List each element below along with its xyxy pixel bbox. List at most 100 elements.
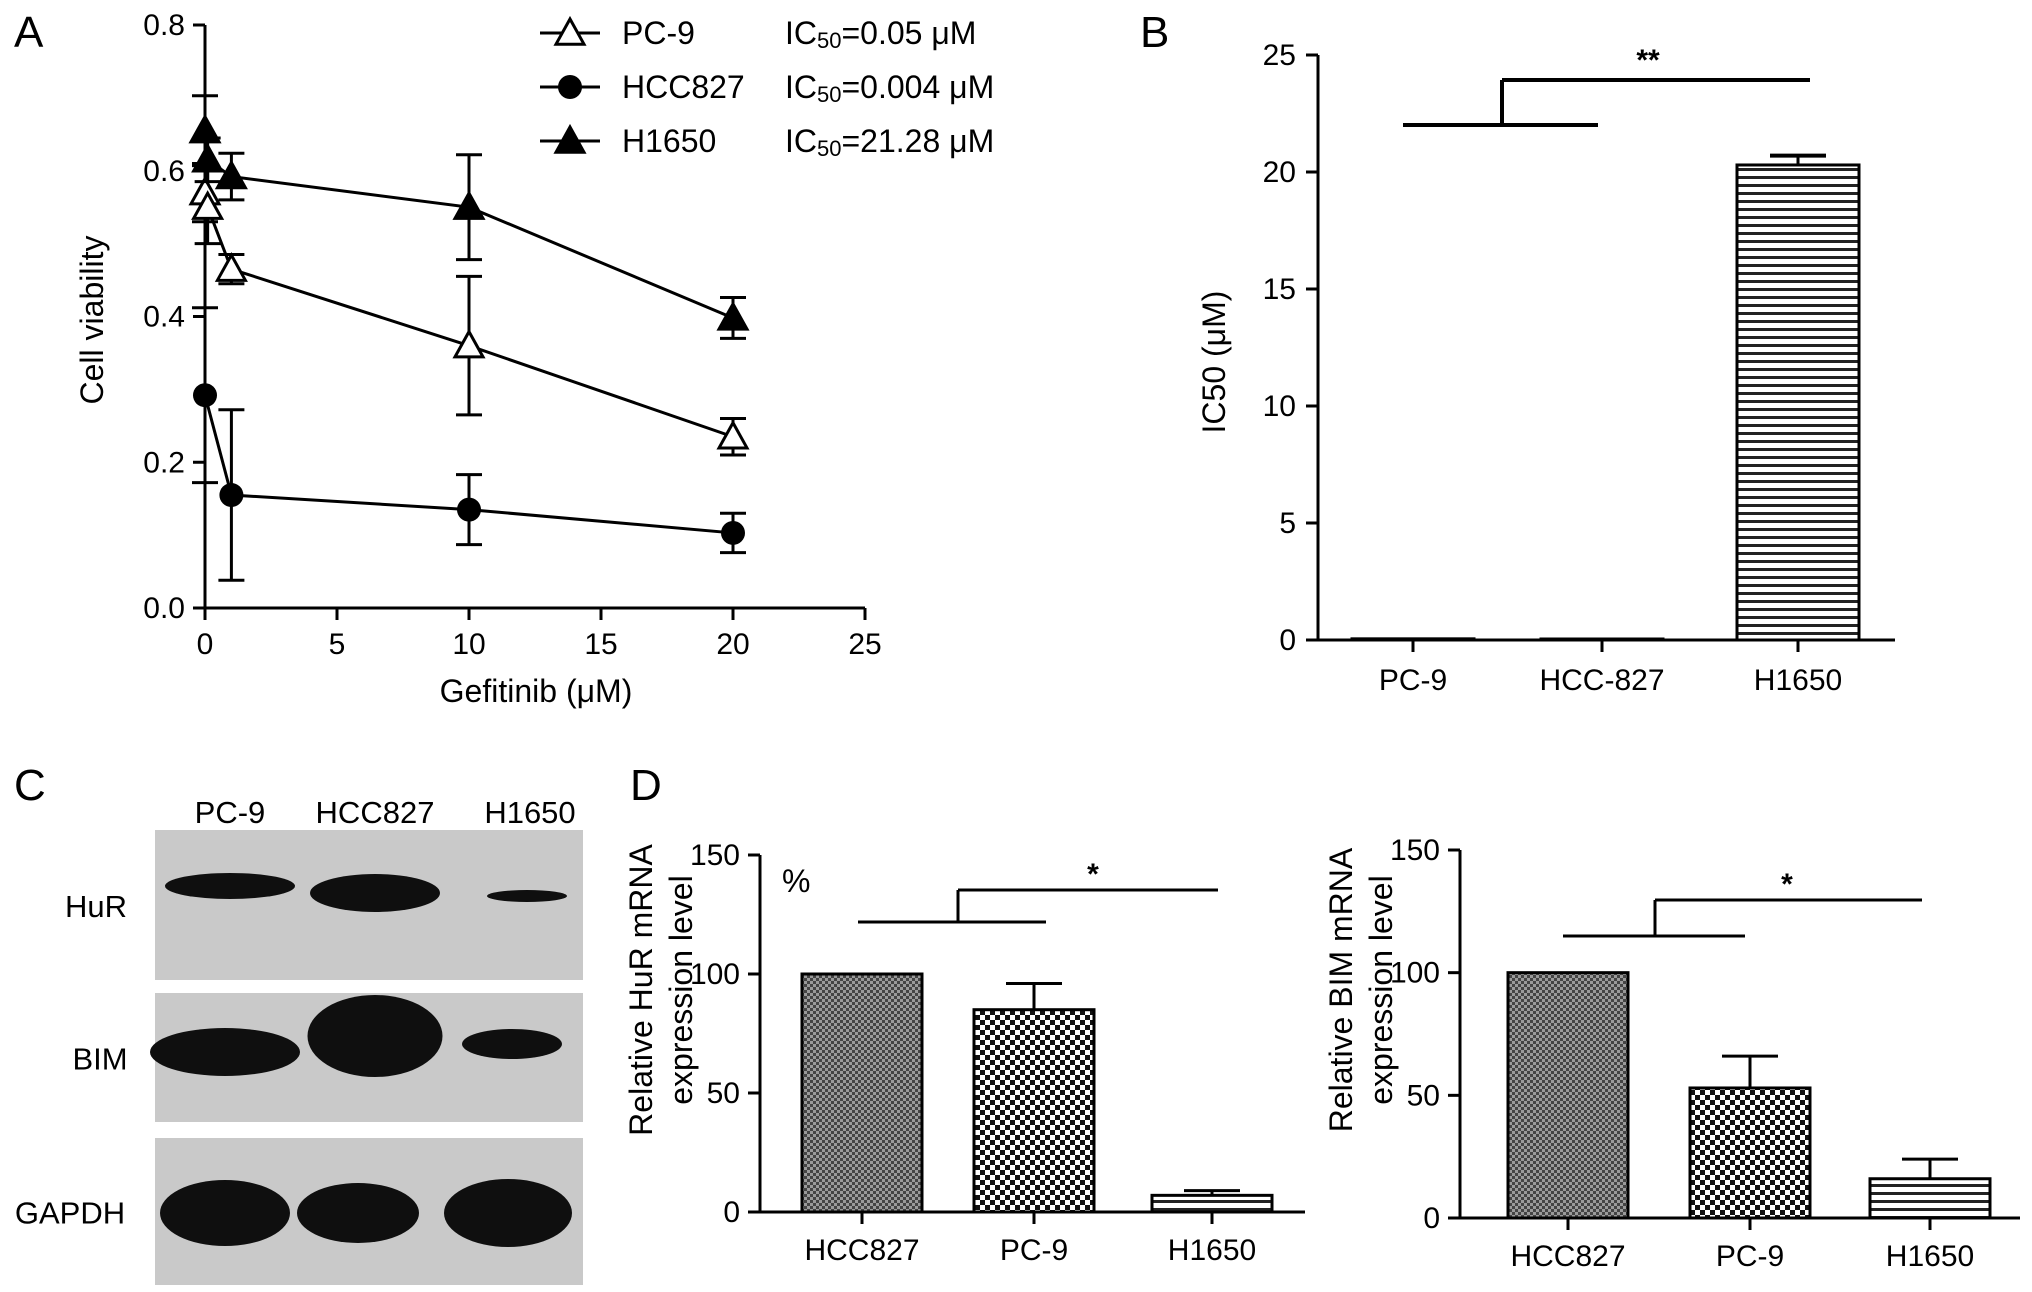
panel-a-data-point [452, 190, 486, 220]
panel-d1-bar [1150, 1193, 1274, 1214]
blot-row-label: HuR [65, 889, 127, 924]
panel-d1-xtick-label: PC-9 [1000, 1234, 1068, 1267]
panel-a-line-chart: Cell viability Gefitinib (μM) 0.0 0.2 0.4 0… [74, 9, 994, 709]
panel-a-xtick-label: 0 [197, 628, 214, 661]
panel-d-hur-bar-chart: Relative HuR mRNA expression level % 0 50… [623, 839, 1305, 1267]
panel-letter-d: D [630, 761, 662, 810]
panel-d2-bar [1688, 1086, 1812, 1220]
panel-d1-ylabel-line2: expression level [663, 875, 699, 1104]
panel-a-data-point [193, 383, 217, 408]
panel-a-xtick-label: 10 [452, 628, 485, 661]
legend-series-name: HCC827 [622, 69, 745, 105]
panel-a-xtick-label: 25 [848, 628, 881, 661]
panel-d1-bar [972, 1008, 1096, 1214]
panel-b-ytick-label: 20 [1263, 156, 1296, 189]
panel-a-data-point [721, 520, 745, 545]
panel-a-ytick-label: 0.8 [143, 9, 185, 42]
panel-a-data-point [214, 252, 248, 282]
panel-c-western-blot: PC-9 HCC827 H1650 HuR BIM GAPDH [15, 795, 583, 1285]
panel-a-ytick-label: 0.6 [143, 155, 185, 188]
panel-d2-xtick-label: HCC827 [1510, 1240, 1625, 1273]
blot-band [310, 874, 440, 912]
legend-ic50-text: IC50=0.004 μM [785, 69, 994, 107]
panel-a-ylabel: Cell viability [74, 236, 110, 405]
panel-a-series-line-1 [203, 394, 734, 535]
panel-d2-ytick-label: 100 [1390, 957, 1440, 990]
panel-letter-c: C [14, 761, 46, 810]
panel-a-xtick-label: 5 [329, 628, 346, 661]
panel-b-ytick-label: 5 [1279, 507, 1296, 540]
panel-b-xtick-label: H1650 [1754, 664, 1842, 697]
panel-a-data-point [188, 113, 222, 144]
panel-d2-bar [1868, 1177, 1992, 1220]
legend-series-name: PC-9 [622, 15, 695, 51]
panel-d1-ylabel-line1: Relative HuR mRNA [623, 844, 659, 1136]
blot-lane-label: PC-9 [195, 795, 266, 830]
panel-d1-xtick-label: H1650 [1168, 1234, 1256, 1267]
blot-band [307, 995, 443, 1077]
panel-d-bim-bar-chart: Relative BIM mRNA expression level 0 50 10… [1323, 834, 2020, 1273]
blot-row-label: GAPDH [15, 1196, 125, 1231]
blot-band [150, 1028, 300, 1076]
panel-b-bar [1539, 637, 1665, 642]
panel-a-data-point [219, 483, 244, 508]
panel-d1-ytick-label: 150 [690, 839, 740, 872]
panel-a-data-point [214, 159, 248, 190]
blot-row-label: BIM [72, 1042, 127, 1077]
panel-a-xlabel: Gefitinib (μM) [440, 673, 633, 709]
panel-a-ytick-label: 0.0 [143, 592, 185, 625]
blot-band [165, 873, 295, 899]
blot-lane-label: HCC827 [316, 795, 435, 830]
legend-series-name: H1650 [622, 123, 716, 159]
panel-a-xtick-label: 15 [584, 628, 617, 661]
legend-marker [558, 75, 582, 99]
blot-band [444, 1179, 572, 1247]
panel-a-ytick-label: 0.4 [143, 301, 185, 334]
panel-d2-bar [1506, 971, 1630, 1220]
panel-d2-xtick-label: H1650 [1886, 1240, 1974, 1273]
panel-letter-b: B [1140, 8, 1169, 57]
panel-a-xtick-label: 20 [716, 628, 749, 661]
panel-b-bar-chart: IC50 (μM) 0 5 10 15 20 25 PC-9 HCC-827 H1650 ** [1196, 39, 1895, 697]
panel-d1-significance: * [1087, 858, 1099, 891]
legend-ic50-text: IC50=0.05 μM [785, 15, 976, 53]
panel-d1-unit-note: % [782, 863, 810, 899]
panel-d2-ytick-label: 0 [1423, 1202, 1440, 1235]
panel-a-ytick-label: 0.2 [143, 446, 185, 479]
panel-a-data-point [716, 419, 750, 450]
panel-d1-xtick-label: HCC827 [804, 1234, 919, 1267]
panel-d1-ytick-label: 0 [723, 1196, 740, 1229]
panel-d2-ytick-label: 150 [1390, 834, 1440, 867]
panel-b-ytick-label: 0 [1279, 624, 1296, 657]
panel-a-data-point [191, 190, 225, 220]
legend-ic50-text: IC50=21.28 μM [785, 123, 994, 161]
panel-b-bar [1735, 163, 1861, 642]
blot-band [297, 1183, 419, 1243]
panel-b-xtick-label: PC-9 [1379, 664, 1447, 697]
panel-b-ylabel: IC50 (μM) [1196, 291, 1232, 434]
panel-a-data-point [457, 497, 481, 522]
panel-d2-ylabel-line1: Relative BIM mRNA [1323, 847, 1359, 1132]
panel-letter-a: A [14, 8, 44, 57]
blot-band [462, 1029, 562, 1059]
panel-d1-ytick-label: 100 [690, 958, 740, 991]
panel-d2-ytick-label: 50 [1407, 1079, 1440, 1112]
panel-b-ytick-label: 25 [1263, 39, 1296, 72]
panel-a-data-point [191, 142, 225, 173]
legend-marker [553, 15, 587, 46]
legend-marker [553, 123, 587, 154]
blot-band [487, 890, 567, 902]
panel-b-xtick-label: HCC-827 [1539, 664, 1664, 697]
panel-d1-bar [800, 972, 924, 1214]
panel-d2-ylabel-line2: expression level [1363, 875, 1399, 1104]
blot-band [160, 1180, 290, 1246]
panel-d2-significance: * [1781, 868, 1793, 901]
panel-a-data-point [716, 300, 750, 331]
panel-a-data-point [452, 328, 486, 359]
panel-b-significance: ** [1636, 44, 1660, 77]
panel-b-bar [1350, 637, 1476, 642]
blot-lane-label: H1650 [484, 795, 575, 830]
panel-d1-ytick-label: 50 [707, 1077, 740, 1110]
panel-d2-xtick-label: PC-9 [1716, 1240, 1784, 1273]
